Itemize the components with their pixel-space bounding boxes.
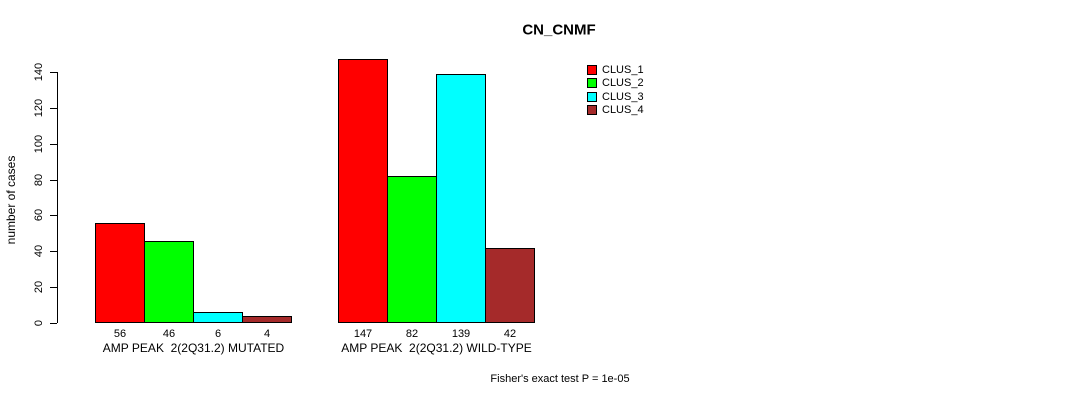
category-label: AMP PEAK 2(2Q31.2) WILD-TYPE [341,341,532,355]
y-tick-label: 20 [33,281,45,294]
bar-clus_3-group1 [193,312,243,323]
y-tick-mark [50,179,57,181]
chart-title: CN_CNMF [522,21,596,39]
bar-clus_4-group1 [242,315,292,323]
bar-clus_3-group2 [436,73,486,323]
y-tick-label: 140 [33,62,45,82]
y-tick-mark [50,107,57,109]
y-tick-mark [50,143,57,145]
bar-clus_4-group2 [485,247,535,323]
y-tick-label: 120 [33,98,45,118]
y-tick-label: 60 [33,209,45,222]
y-tick-mark [50,215,57,217]
bar-clus_1-group2 [338,59,388,323]
y-axis-title: number of cases [4,155,18,245]
y-tick-label: 100 [33,134,45,153]
legend-label: CLUS_4 [602,103,644,116]
category-label: AMP PEAK 2(2Q31.2) MUTATED [102,341,285,355]
bar-value-label: 82 [405,328,419,340]
y-tick-mark [50,251,57,253]
legend-swatch-clus_1 [587,65,597,75]
bar-value-label: 147 [353,328,373,340]
bar-value-label: 4 [263,328,271,340]
bar-value-label: 56 [113,328,127,340]
legend-swatch-clus_4 [587,104,597,115]
legend-label: CLUS_1 [602,64,644,76]
legend-label: CLUS_2 [602,77,644,90]
y-tick-mark [50,287,57,289]
y-tick-label: 80 [33,173,45,186]
bar-clus_2-group2 [387,175,437,323]
bar-clus_2-group1 [144,240,194,323]
y-tick-mark [50,323,57,324]
bar-value-label: 139 [451,328,471,340]
y-tick-mark [50,72,57,73]
legend-swatch-clus_2 [587,78,597,89]
bar-value-label: 6 [214,328,222,340]
bar-value-label: 42 [503,328,517,340]
legend-label: CLUS_3 [602,90,644,103]
y-axis-line [57,72,58,323]
bar-value-label: 46 [162,328,176,340]
fisher-test-annotation: Fisher's exact test P = 1e-05 [490,373,630,385]
legend-swatch-clus_3 [587,91,597,102]
y-tick-label: 40 [33,245,45,258]
y-tick-label: 0 [33,319,45,327]
bar-clus_1-group1 [95,222,145,323]
